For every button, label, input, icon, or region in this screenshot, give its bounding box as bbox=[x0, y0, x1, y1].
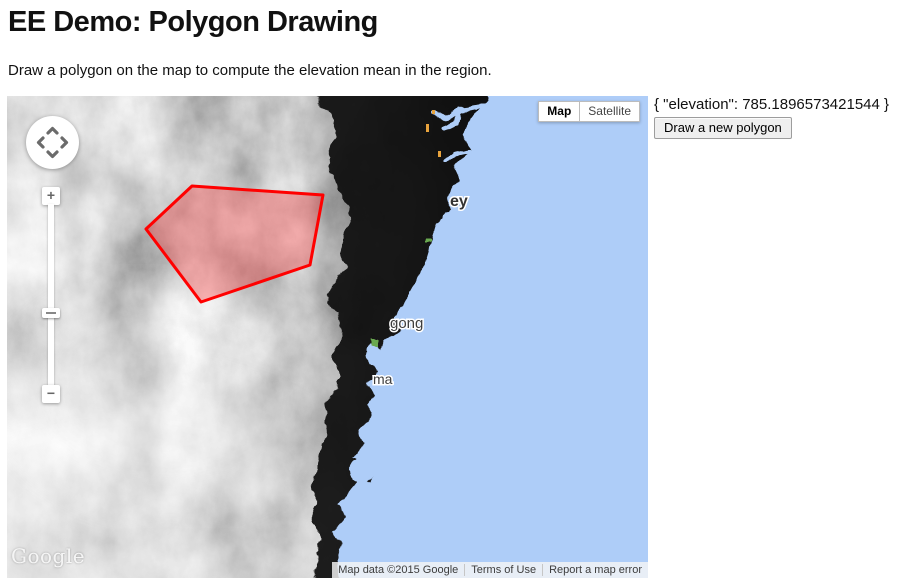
draw-new-polygon-button[interactable]: Draw a new polygon bbox=[654, 117, 792, 139]
city-label-kiama: ma bbox=[373, 371, 393, 387]
google-logo[interactable]: Google bbox=[11, 544, 86, 568]
city-label-wollongong: gong bbox=[390, 315, 423, 332]
pan-arrows-icon bbox=[36, 126, 69, 159]
jervis-bay bbox=[349, 457, 375, 483]
attribution-separator bbox=[464, 564, 466, 576]
harbour-inlets bbox=[432, 103, 484, 240]
map-attribution: Map data ©2015 Google Terms of Use Repor… bbox=[332, 562, 648, 578]
zoom-slider-handle[interactable] bbox=[42, 308, 60, 318]
elevation-layer: ey gong ma bbox=[7, 96, 648, 578]
map-canvas[interactable]: ey gong ma + − Map Satellite bbox=[7, 96, 648, 578]
zoom-slider-track[interactable] bbox=[48, 204, 54, 386]
lake-illawarra bbox=[366, 343, 382, 365]
elevation-result: { "elevation": 785.1896573421544 } bbox=[654, 96, 890, 113]
zoom-in-button[interactable]: + bbox=[42, 187, 60, 205]
attribution-copyright: Map data ©2015 Google bbox=[338, 564, 459, 576]
results-panel: { "elevation": 785.1896573421544 } Draw … bbox=[654, 95, 909, 139]
map-type-control: Map Satellite bbox=[538, 101, 640, 122]
city-label-sydney: ey bbox=[450, 193, 468, 210]
ocean bbox=[334, 96, 648, 578]
terms-of-use-link[interactable]: Terms of Use bbox=[471, 564, 537, 576]
attribution-separator bbox=[542, 564, 544, 576]
pan-control[interactable] bbox=[26, 116, 79, 169]
drawn-polygon[interactable] bbox=[144, 184, 325, 304]
report-map-error-link[interactable]: Report a map error bbox=[549, 564, 642, 576]
zoom-out-button[interactable]: − bbox=[42, 385, 60, 403]
page-title: EE Demo: Polygon Drawing bbox=[8, 6, 378, 38]
map-type-satellite-button[interactable]: Satellite bbox=[580, 101, 640, 122]
map-type-map-button[interactable]: Map bbox=[538, 101, 581, 122]
page-subtitle: Draw a polygon on the map to compute the… bbox=[8, 62, 492, 79]
